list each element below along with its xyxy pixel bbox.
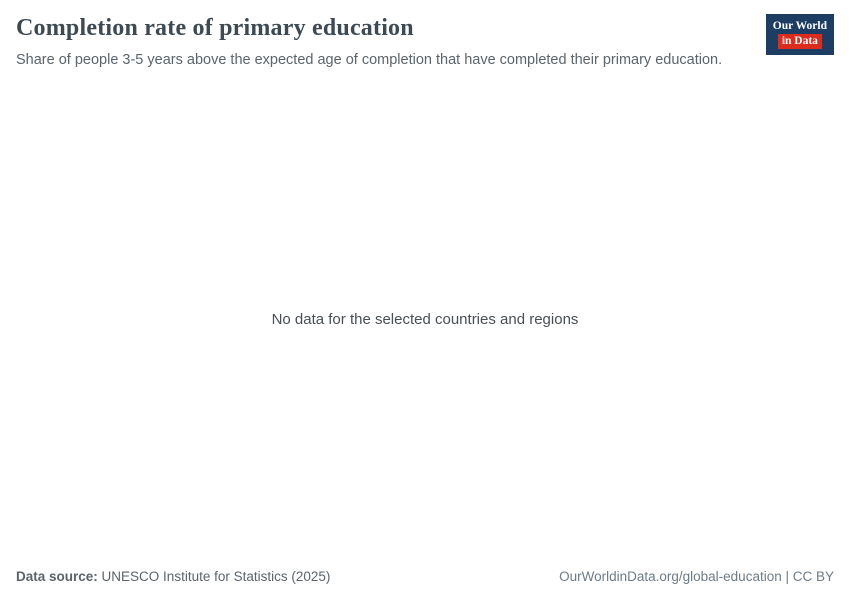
owid-logo-line1: Our World <box>772 20 827 32</box>
chart-footer: Data source: UNESCO Institute for Statis… <box>0 569 850 600</box>
header-text: Completion rate of primary education Sha… <box>16 14 722 70</box>
page-title: Completion rate of primary education <box>16 15 414 41</box>
data-source-label: Data source: <box>16 569 98 584</box>
data-source: Data source: UNESCO Institute for Statis… <box>16 569 330 584</box>
chart-area: No data for the selected countries and r… <box>0 70 850 569</box>
data-source-value: UNESCO Institute for Statistics (2025) <box>101 569 331 584</box>
owid-logo-line2: in Data <box>777 34 822 49</box>
chart-header: Completion rate of primary education Sha… <box>0 0 850 70</box>
owid-logo[interactable]: Our World in Data <box>765 14 834 55</box>
no-data-message: No data for the selected countries and r… <box>271 311 579 329</box>
owid-footer-link[interactable]: OurWorldinData.org/global-education | CC… <box>559 569 834 584</box>
page-subtitle: Share of people 3-5 years above the expe… <box>16 51 723 68</box>
